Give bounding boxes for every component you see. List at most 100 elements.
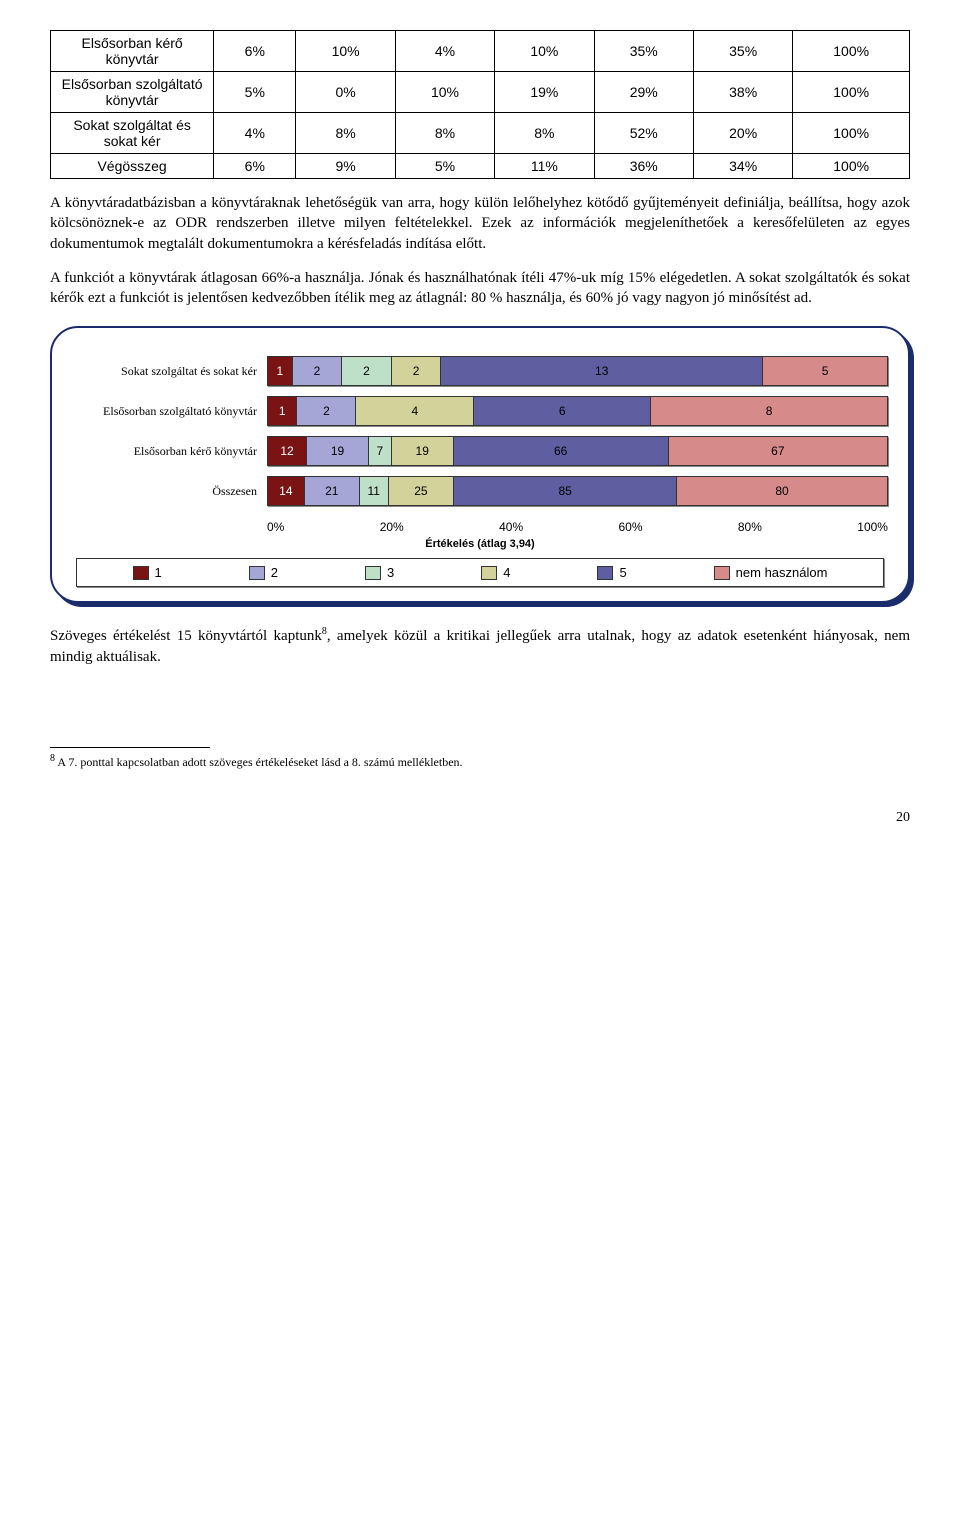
- table-cell: 8%: [296, 113, 395, 154]
- chart-segment: 7: [369, 437, 392, 465]
- axis-tick: 60%: [618, 520, 642, 534]
- table-cell: 5%: [214, 72, 296, 113]
- table-cell: 19%: [495, 72, 594, 113]
- chart-row: Összesen142111258580: [72, 476, 888, 506]
- chart-row: Elsősorban kérő könyvtár12197196667: [72, 436, 888, 466]
- table-cell: 10%: [495, 31, 594, 72]
- legend-item: 4: [481, 565, 510, 580]
- row-label: Elsősorban kérő könyvtár: [51, 31, 214, 72]
- para3-text-a: Szöveges értékelést 15 könyvtártól kaptu…: [50, 628, 322, 644]
- chart-segment: 11: [360, 477, 389, 505]
- legend-label: nem használom: [736, 565, 828, 580]
- chart-segment: 12: [268, 437, 307, 465]
- axis-tick: 20%: [380, 520, 404, 534]
- chart-row-label: Összesen: [72, 484, 267, 499]
- table-cell: 4%: [214, 113, 296, 154]
- table-cell: 0%: [296, 72, 395, 113]
- table-cell: 100%: [793, 72, 910, 113]
- chart-segment: 66: [454, 437, 669, 465]
- table-cell: 5%: [395, 154, 494, 179]
- legend-item: nem használom: [714, 565, 828, 580]
- table-cell: 38%: [693, 72, 792, 113]
- table-cell: 35%: [594, 31, 693, 72]
- table-cell: 100%: [793, 154, 910, 179]
- chart-segment: 21: [305, 477, 360, 505]
- chart-segment: 8: [651, 397, 887, 425]
- chart-segment: 19: [392, 437, 454, 465]
- chart-segment: 2: [297, 397, 356, 425]
- axis-tick: 80%: [738, 520, 762, 534]
- chart-row: Elsősorban szolgáltató könyvtár12468: [72, 396, 888, 426]
- table-cell: 6%: [214, 31, 296, 72]
- chart-bar: 1222135: [267, 356, 888, 386]
- table-cell: 29%: [594, 72, 693, 113]
- chart-segment: 2: [392, 357, 442, 385]
- chart-frame: Sokat szolgáltat és sokat kér1222135Első…: [50, 326, 910, 603]
- chart-segment: 14: [268, 477, 305, 505]
- page-number: 20: [50, 810, 910, 826]
- chart-segment: 67: [669, 437, 887, 465]
- chart-segment: 2: [293, 357, 343, 385]
- chart-segment: 1: [268, 397, 297, 425]
- legend-label: 4: [503, 565, 510, 580]
- paragraph-1: A könyvtáradatbázisban a könyvtáraknak l…: [50, 193, 910, 254]
- legend-label: 3: [387, 565, 394, 580]
- chart-row-label: Elsősorban szolgáltató könyvtár: [72, 404, 267, 419]
- chart-segment: 5: [763, 357, 887, 385]
- chart-axis-title: Értékelés (átlag 3,94): [72, 538, 888, 550]
- axis-tick: 40%: [499, 520, 523, 534]
- table-cell: 36%: [594, 154, 693, 179]
- table-cell: 6%: [214, 154, 296, 179]
- chart-row: Sokat szolgáltat és sokat kér1222135: [72, 356, 888, 386]
- table-cell: 10%: [395, 72, 494, 113]
- legend-label: 1: [155, 565, 162, 580]
- row-label: Sokat szolgáltat és sokat kér: [51, 113, 214, 154]
- table-cell: 20%: [693, 113, 792, 154]
- chart-row-label: Sokat szolgáltat és sokat kér: [72, 364, 267, 379]
- table-cell: 8%: [395, 113, 494, 154]
- axis-tick: 0%: [267, 520, 284, 534]
- table-cell: 100%: [793, 31, 910, 72]
- table-cell: 8%: [495, 113, 594, 154]
- paragraph-3: Szöveges értékelést 15 könyvtártól kaptu…: [50, 625, 910, 667]
- legend-item: 2: [249, 565, 278, 580]
- table-cell: 100%: [793, 113, 910, 154]
- table-row: Sokat szolgáltat és sokat kér4%8%8%8%52%…: [51, 113, 910, 154]
- legend-item: 3: [365, 565, 394, 580]
- row-label: Elsősorban szolgáltató könyvtár: [51, 72, 214, 113]
- legend-swatch: [249, 566, 265, 580]
- table-row: Elsősorban szolgáltató könyvtár5%0%10%19…: [51, 72, 910, 113]
- legend-swatch: [365, 566, 381, 580]
- chart-bar: 142111258580: [267, 476, 888, 506]
- chart-row-label: Elsősorban kérő könyvtár: [72, 444, 267, 459]
- table-cell: 34%: [693, 154, 792, 179]
- chart-x-axis: 0% 20% 40% 60% 80% 100%: [267, 516, 888, 536]
- legend-label: 5: [619, 565, 626, 580]
- table-cell: 11%: [495, 154, 594, 179]
- axis-tick: 100%: [857, 520, 888, 534]
- table-row: Végösszeg6%9%5%11%36%34%100%: [51, 154, 910, 179]
- footnote-separator: [50, 747, 210, 748]
- chart-segment: 4: [356, 397, 474, 425]
- paragraph-2: A funkciót a könyvtárak átlagosan 66%-a …: [50, 268, 910, 309]
- chart-legend: 1 2 3 4 5 nem használom: [76, 558, 884, 587]
- summary-table: Elsősorban kérő könyvtár6%10%4%10%35%35%…: [50, 30, 910, 179]
- chart-segment: 80: [677, 477, 887, 505]
- legend-item: 1: [133, 565, 162, 580]
- table-cell: 52%: [594, 113, 693, 154]
- chart-segment: 6: [474, 397, 651, 425]
- chart-segment: 19: [307, 437, 369, 465]
- chart-segment: 25: [389, 477, 455, 505]
- chart-bar: 12468: [267, 396, 888, 426]
- legend-swatch: [714, 566, 730, 580]
- footnote: 8 A 7. ponttal kapcsolatban adott szöveg…: [50, 752, 910, 770]
- table-cell: 9%: [296, 154, 395, 179]
- table-cell: 35%: [693, 31, 792, 72]
- legend-label: 2: [271, 565, 278, 580]
- legend-swatch: [133, 566, 149, 580]
- footnote-text: A 7. ponttal kapcsolatban adott szöveges…: [55, 755, 463, 769]
- legend-swatch: [481, 566, 497, 580]
- chart-segment: 2: [342, 357, 392, 385]
- legend-swatch: [597, 566, 613, 580]
- row-label: Végösszeg: [51, 154, 214, 179]
